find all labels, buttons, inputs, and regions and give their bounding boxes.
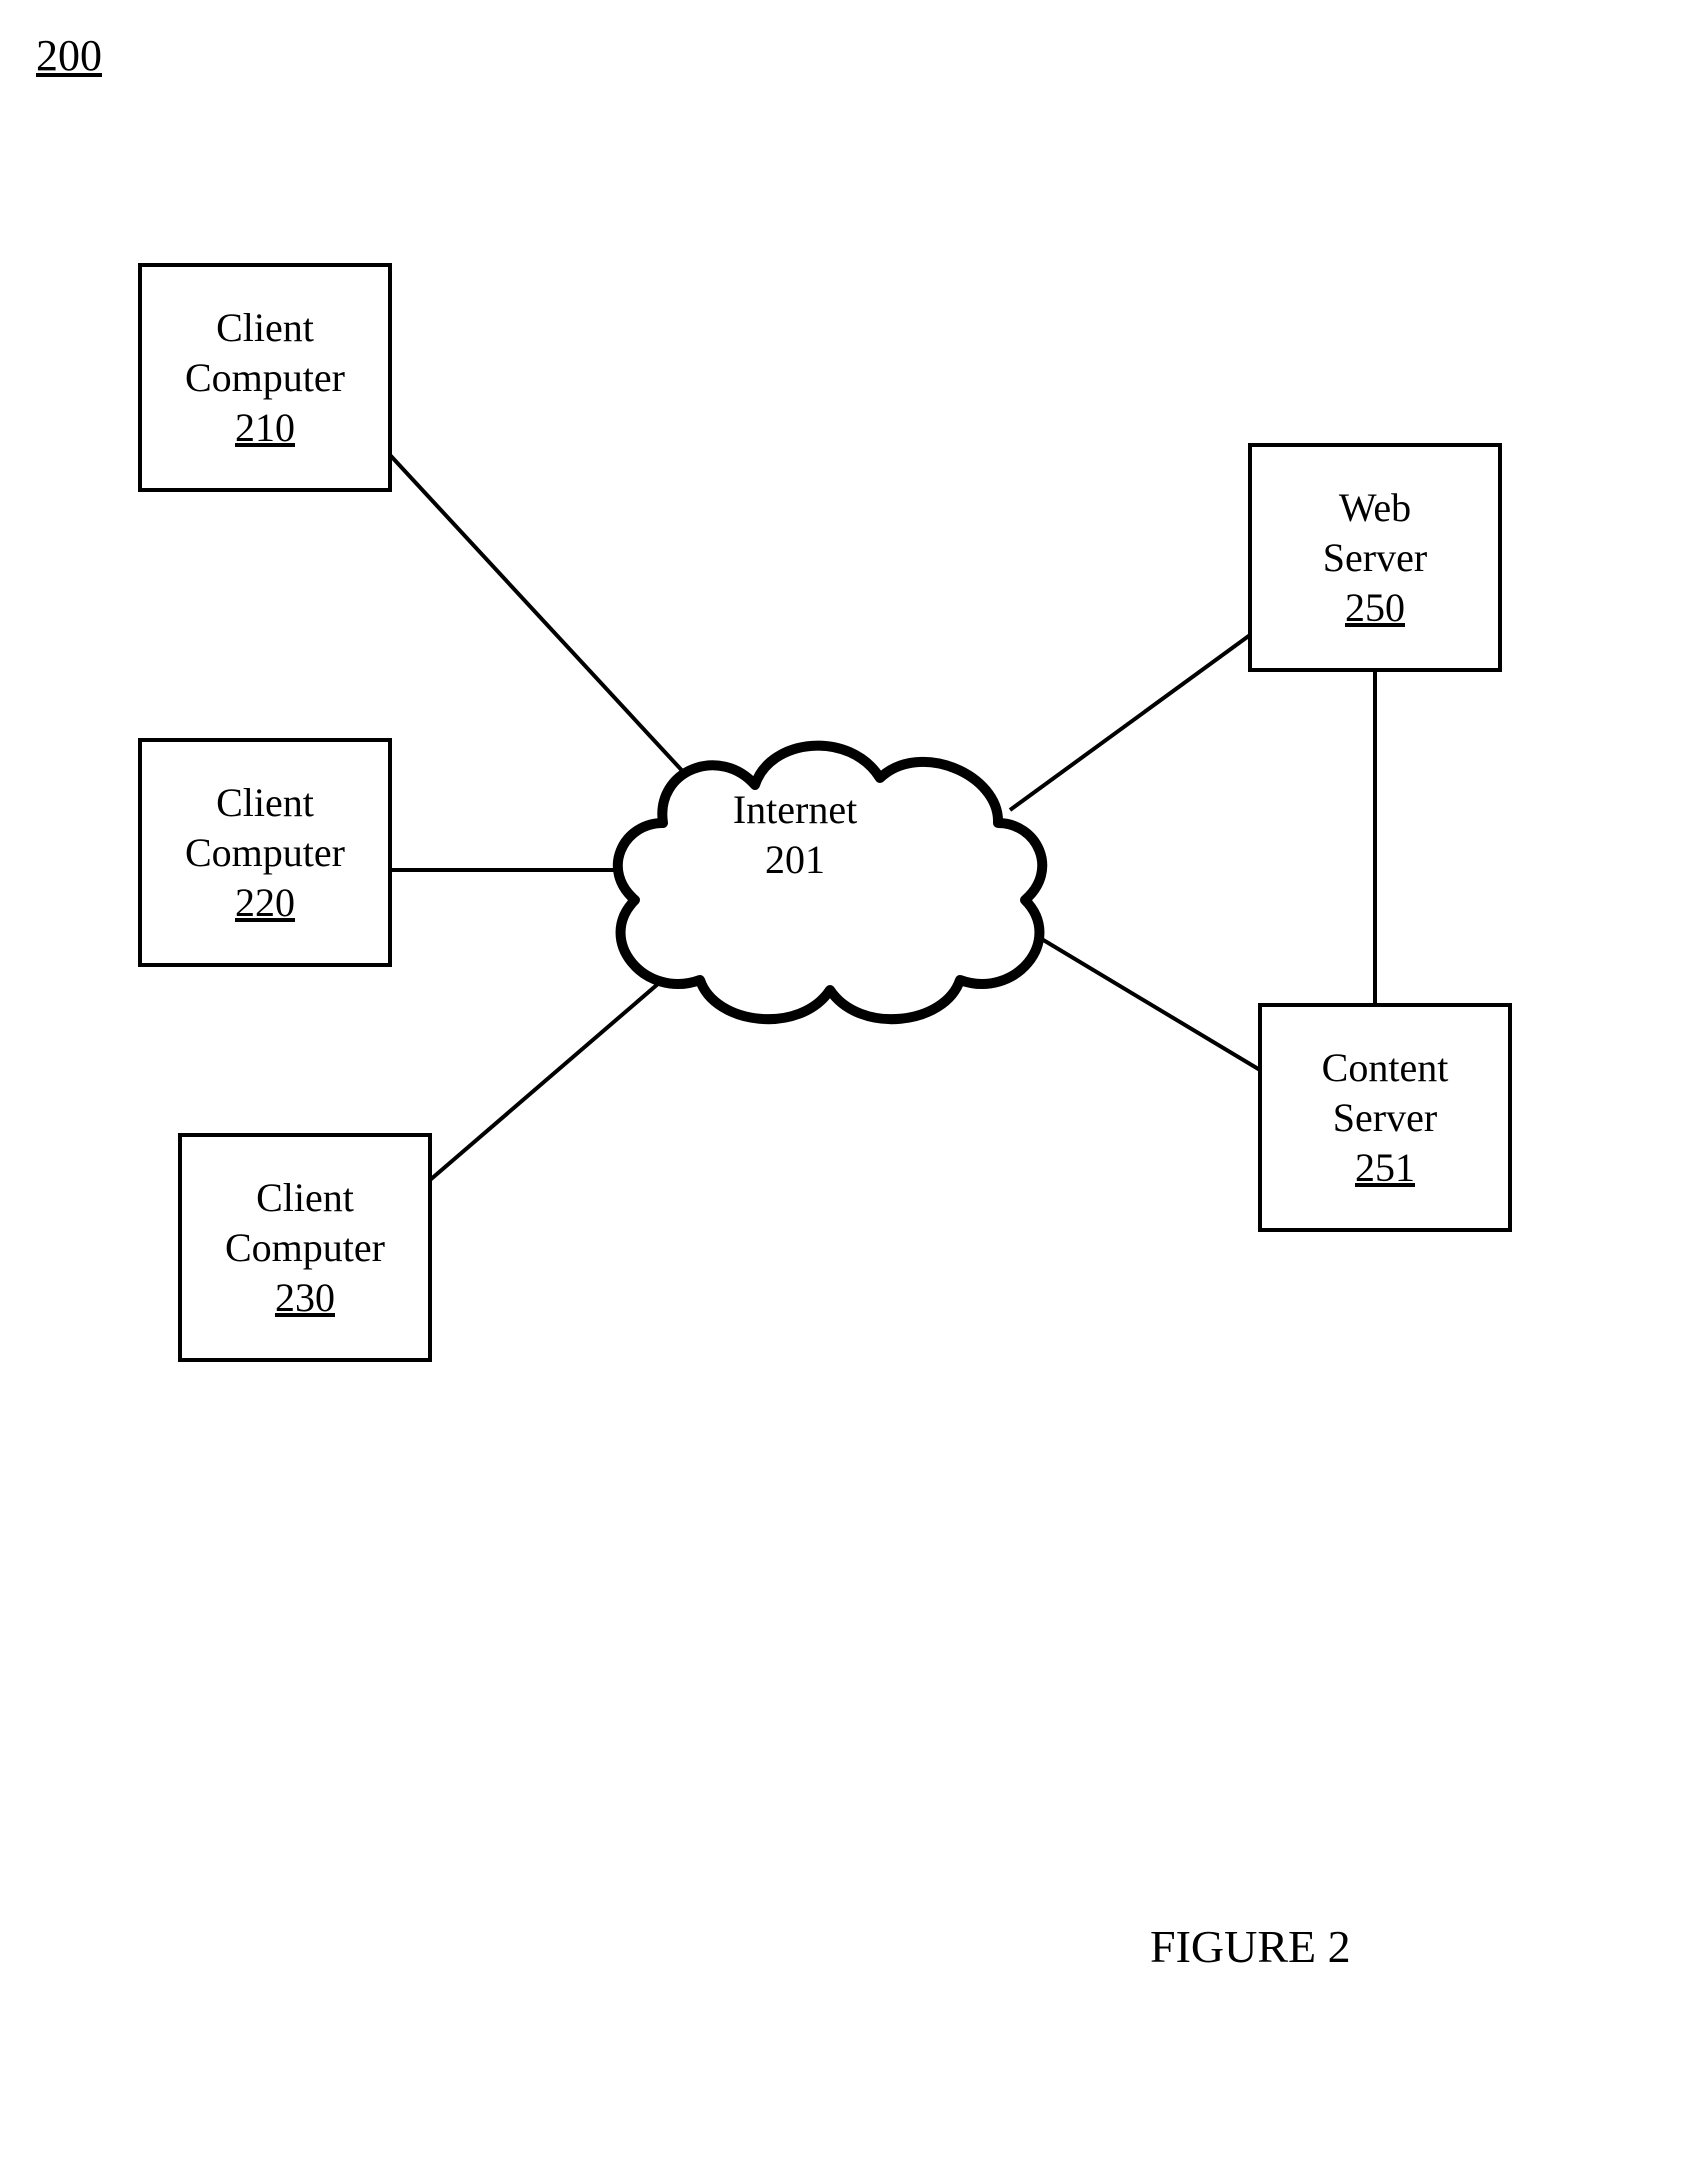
node-label-line: Client	[216, 303, 314, 353]
cloud-label-ref: 201	[765, 835, 825, 885]
cloud-internet-label: Internet 201	[695, 775, 895, 895]
cloud-label-text: Internet	[733, 785, 857, 835]
node-ref-number: 250	[1345, 583, 1405, 633]
node-label-line: Server	[1323, 533, 1427, 583]
node-label-line: Computer	[225, 1223, 385, 1273]
edge-content-server-251-internet	[1035, 935, 1260, 1070]
figure-ref-number: 200	[36, 30, 102, 81]
node-label-line: Computer	[185, 828, 345, 878]
figure-caption: FIGURE 2	[1150, 1920, 1351, 1973]
node-label-line: Server	[1333, 1093, 1437, 1143]
edge-web-server-250-internet	[1010, 635, 1250, 810]
node-client-220: ClientComputer220	[140, 740, 390, 965]
node-label-line: Web	[1339, 483, 1411, 533]
edge-client-210-internet	[390, 455, 700, 790]
node-label-line: Client	[256, 1173, 354, 1223]
node-ref-number: 220	[235, 878, 295, 928]
node-label-line: Client	[216, 778, 314, 828]
node-web-server-250: WebServer250	[1250, 445, 1500, 670]
node-label-line: Computer	[185, 353, 345, 403]
edge-client-230-internet	[430, 965, 680, 1180]
node-ref-number: 251	[1355, 1143, 1415, 1193]
diagram-canvas: 200 Internet 201 ClientComputer210Client…	[0, 0, 1705, 2174]
node-label-line: Content	[1322, 1043, 1449, 1093]
node-content-server-251: ContentServer251	[1260, 1005, 1510, 1230]
node-client-210: ClientComputer210	[140, 265, 390, 490]
node-client-230: ClientComputer230	[180, 1135, 430, 1360]
node-ref-number: 230	[275, 1273, 335, 1323]
node-ref-number: 210	[235, 403, 295, 453]
